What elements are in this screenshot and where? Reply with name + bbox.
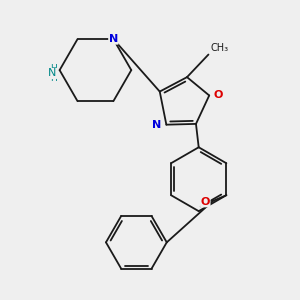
Text: N: N (109, 34, 118, 44)
Text: H: H (50, 64, 56, 73)
Text: O: O (214, 90, 223, 100)
Text: H: H (50, 74, 56, 83)
Text: CH₃: CH₃ (211, 43, 229, 53)
Text: N: N (152, 120, 162, 130)
Text: N: N (48, 68, 56, 78)
Text: O: O (201, 197, 210, 207)
